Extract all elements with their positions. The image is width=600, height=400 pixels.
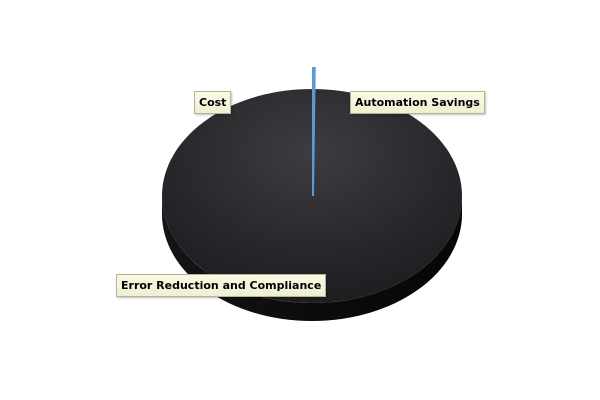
data-label-cost: Cost bbox=[194, 91, 232, 114]
pie-slice-automation-savings-exploded bbox=[312, 67, 316, 196]
pie-slice-cost bbox=[161, 89, 462, 303]
data-label-automation-savings: Automation Savings bbox=[350, 91, 485, 114]
data-label-error-reduction: Error Reduction and Compliance bbox=[116, 274, 327, 297]
